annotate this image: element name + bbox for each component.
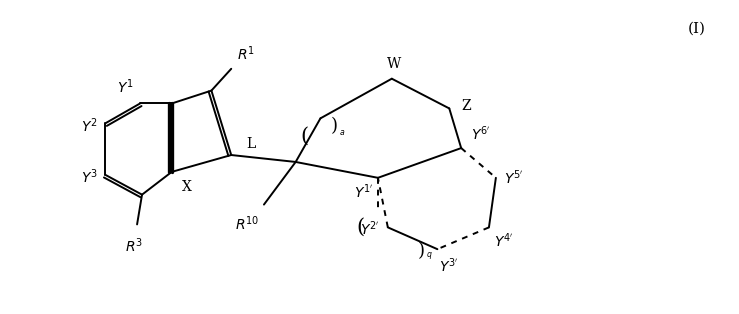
Text: $_q$: $_q$: [426, 251, 433, 263]
Text: $R^3$: $R^3$: [125, 236, 143, 255]
Text: Z: Z: [461, 100, 471, 113]
Text: $R^{10}$: $R^{10}$: [235, 214, 259, 233]
Text: ): ): [330, 117, 337, 135]
Text: $Y^{2'}$: $Y^{2'}$: [361, 220, 380, 238]
Text: $R^1$: $R^1$: [237, 44, 255, 63]
Text: ): ): [418, 242, 425, 260]
Text: $Y^{5'}$: $Y^{5'}$: [504, 169, 523, 187]
Text: X: X: [182, 180, 191, 194]
Text: $Y^1$: $Y^1$: [118, 77, 134, 95]
Text: (I): (I): [688, 22, 706, 36]
Text: $Y^{1'}$: $Y^{1'}$: [353, 183, 373, 201]
Text: L: L: [246, 137, 256, 150]
Text: $Y^{6'}$: $Y^{6'}$: [471, 125, 491, 143]
Text: $Y^{3'}$: $Y^{3'}$: [440, 257, 459, 275]
Text: $Y^{4'}$: $Y^{4'}$: [494, 232, 514, 250]
Text: $_a$: $_a$: [339, 128, 346, 138]
Text: (: (: [356, 218, 364, 237]
Text: (: (: [301, 127, 309, 146]
Text: W: W: [386, 57, 401, 71]
Text: $Y^2$: $Y^2$: [81, 116, 98, 135]
Text: $Y^3$: $Y^3$: [81, 168, 98, 186]
